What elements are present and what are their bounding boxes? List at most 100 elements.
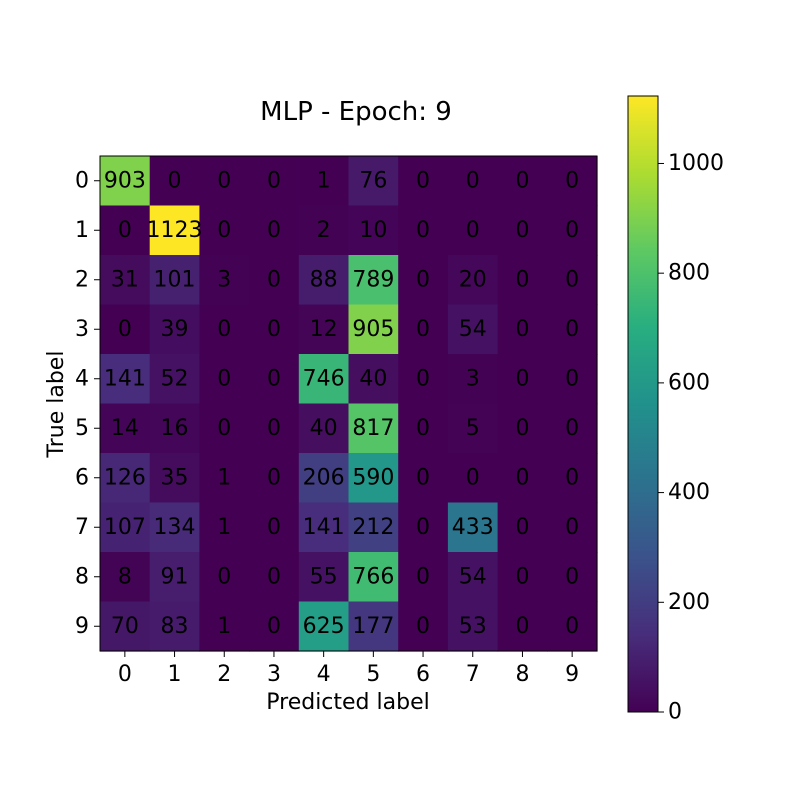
- matrix-cell-value: 5: [466, 416, 480, 441]
- matrix-cell: [398, 156, 449, 207]
- matrix-cell-value: 3: [217, 267, 231, 292]
- matrix-cell: [100, 255, 151, 306]
- matrix-cell-value: 1: [217, 614, 231, 639]
- matrix-cell-value: 0: [217, 366, 231, 391]
- matrix-cell: [398, 354, 449, 405]
- matrix-cell: [149, 205, 200, 256]
- matrix-cell-value: 0: [416, 168, 430, 193]
- matrix-cell-value: 126: [104, 465, 146, 490]
- matrix-cell: [398, 453, 449, 504]
- matrix-cell: [447, 304, 499, 355]
- matrix-cell-value: 0: [416, 267, 430, 292]
- matrix-cell: [249, 255, 300, 306]
- matrix-cell: [398, 255, 449, 306]
- plot-frame: [99, 155, 598, 652]
- matrix-cell: [547, 205, 598, 256]
- matrix-cell: [100, 502, 151, 553]
- matrix-cell-value: 0: [267, 218, 281, 243]
- matrix-cell: [199, 304, 250, 355]
- matrix-cell-value: 0: [416, 515, 430, 540]
- matrix-cell-value: 0: [267, 564, 281, 589]
- matrix-cell: [199, 552, 250, 603]
- x-tick-label: 3: [267, 662, 281, 687]
- matrix-cell: [199, 156, 250, 207]
- matrix-cell-value: 0: [118, 218, 132, 243]
- matrix-cell-value: 83: [161, 614, 189, 639]
- matrix-cell-value: 206: [303, 465, 345, 490]
- matrix-cell-value: 0: [267, 366, 281, 391]
- matrix-cell-value: 39: [161, 317, 189, 342]
- matrix-cell: [447, 601, 499, 652]
- matrix-cell-value: 0: [466, 465, 480, 490]
- matrix-cell-value: 0: [565, 366, 579, 391]
- matrix-cell: [298, 354, 350, 405]
- matrix-cell-value: 52: [161, 366, 189, 391]
- matrix-cell-value: 0: [416, 366, 430, 391]
- y-axis-ticks: 0 1 2 3 4 5 6 7 8 9: [75, 168, 100, 639]
- matrix-cell-value: 0: [466, 168, 480, 193]
- matrix-cell-value: 0: [565, 168, 579, 193]
- matrix-cell-value: 0: [565, 564, 579, 589]
- matrix-cell-value: 1123: [147, 218, 203, 243]
- matrix-cell: [398, 403, 449, 454]
- matrix-cell-value: 0: [515, 366, 529, 391]
- x-axis-ticks: 0 1 2 3 4 5 6 7 8 9: [118, 651, 579, 687]
- x-axis-title: Predicted label: [266, 690, 429, 715]
- matrix-cell-value: 1: [317, 168, 331, 193]
- matrix-cell: [547, 156, 598, 207]
- colorbar-tick-label: 200: [668, 590, 710, 615]
- matrix-cell-value: 625: [303, 614, 345, 639]
- y-tick-label: 1: [75, 218, 89, 243]
- y-tick-label: 7: [75, 515, 89, 540]
- matrix-cell: [348, 403, 399, 454]
- matrix-cell: [497, 403, 548, 454]
- matrix-cell-value: 0: [416, 564, 430, 589]
- x-tick-label: 0: [118, 662, 132, 687]
- matrix-cell-value: 76: [359, 168, 387, 193]
- matrix-cell-value: 0: [515, 614, 529, 639]
- y-tick-label: 4: [75, 366, 89, 391]
- matrix-cell-value: 107: [104, 515, 146, 540]
- x-tick-label: 1: [168, 662, 182, 687]
- colorbar-tick-label: 600: [668, 370, 710, 395]
- matrix-cell-labels: 903 0 0 0 1 76 0 0 0 00 1123 0 0 2 10 0 0 0 031 101 3 0 88 789 0…: [104, 168, 579, 639]
- matrix-cell: [199, 354, 250, 405]
- matrix-cell: [447, 354, 499, 405]
- matrix-cell-value: 2: [317, 218, 331, 243]
- colorbar-tick-label: 800: [668, 261, 710, 286]
- x-tick-label: 2: [217, 662, 231, 687]
- y-axis-title: True label: [44, 351, 69, 459]
- matrix-cell-value: 0: [515, 465, 529, 490]
- matrix-cell: [547, 552, 598, 603]
- matrix-cell: [298, 453, 350, 504]
- matrix-cell-value: 177: [352, 614, 394, 639]
- x-tick-label: 8: [515, 662, 529, 687]
- matrix-cell: [249, 205, 300, 256]
- y-tick-label: 3: [75, 317, 89, 342]
- matrix-cell: [447, 403, 499, 454]
- matrix-cell: [447, 552, 499, 603]
- matrix-cell: [497, 552, 548, 603]
- matrix-cell-value: 0: [565, 465, 579, 490]
- matrix-cell: [149, 403, 200, 454]
- matrix-cell: [547, 304, 598, 355]
- matrix-cell: [199, 453, 250, 504]
- matrix-cell-value: 40: [359, 366, 387, 391]
- x-tick-label: 7: [466, 662, 480, 687]
- matrix-cell-value: 54: [459, 564, 487, 589]
- colorbar: [627, 95, 659, 713]
- matrix-cell-value: 20: [459, 267, 487, 292]
- matrix-cell-value: 0: [565, 614, 579, 639]
- matrix-cell: [547, 601, 598, 652]
- matrix-cell: [447, 205, 499, 256]
- matrix-cell: [100, 552, 151, 603]
- matrix-cell-value: 0: [515, 168, 529, 193]
- matrix-cell: [100, 354, 151, 405]
- matrix-cell-value: 35: [161, 465, 189, 490]
- colorbar-tick-label: 400: [668, 480, 710, 505]
- matrix-cell-value: 0: [416, 416, 430, 441]
- matrix-cell: [298, 205, 350, 256]
- matrix-cell: [298, 502, 350, 553]
- matrix-cell: [149, 502, 200, 553]
